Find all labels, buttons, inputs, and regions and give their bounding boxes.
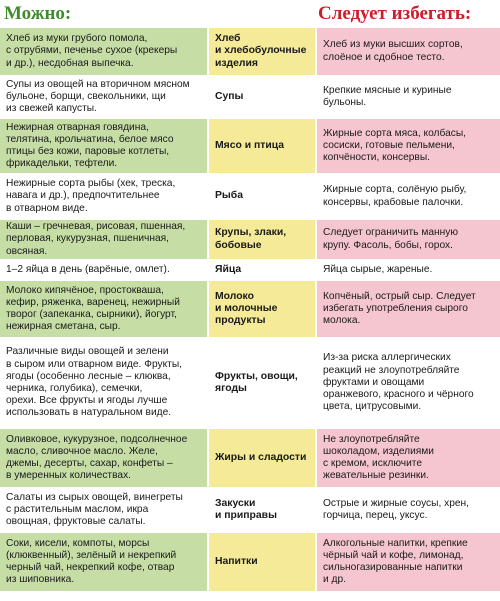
- avoid-cell: Жирные сорта мяса, колбасы, сосиски, гот…: [317, 119, 500, 173]
- allowed-cell: Молоко кипячёное, простокваша, кефир, ря…: [0, 281, 207, 337]
- allowed-cell: Нежирные сорта рыбы (хек, треска, навага…: [0, 175, 207, 218]
- avoid-cell: Из-за риска аллергических реакций не зло…: [317, 339, 500, 427]
- avoid-cell: Копчёный, острый сыр. Следует избегать у…: [317, 281, 500, 337]
- table-row: Супы из овощей на вторичном мясном бульо…: [0, 77, 500, 119]
- allowed-cell: Различные виды овощей и зелени в сыром и…: [0, 339, 207, 427]
- table-row: Салаты из сырых овощей, винегреты с раст…: [0, 489, 500, 533]
- avoid-cell: Яйца сырые, жареные.: [317, 261, 500, 279]
- table-row: Хлеб из муки грубого помола, с отрубями,…: [0, 28, 500, 77]
- category-cell: Супы: [207, 77, 317, 117]
- table-row: Молоко кипячёное, простокваша, кефир, ря…: [0, 281, 500, 339]
- table-row: Каши – гречневая, рисовая, пшенная, перл…: [0, 220, 500, 261]
- category-cell: Фрукты, овощи, ягоды: [207, 339, 317, 427]
- allowed-cell: Супы из овощей на вторичном мясном бульо…: [0, 77, 207, 117]
- table-row: 1–2 яйца в день (варёные, омлет). Яйца Я…: [0, 261, 500, 281]
- avoid-cell: Хлеб из муки высших сортов, слоёное и сд…: [317, 28, 500, 75]
- allowed-cell: Соки, кисели, компоты, морсы (клюквенный…: [0, 533, 207, 591]
- avoid-cell: Следует ограничить манную крупу. Фасоль,…: [317, 220, 500, 259]
- avoid-cell: Жирные сорта, солёную рыбу, консервы, кр…: [317, 175, 500, 218]
- category-cell: Закуски и приправы: [207, 489, 317, 531]
- table-row: Оливковое, кукурузное, подсолнечное масл…: [0, 429, 500, 489]
- allowed-cell: Каши – гречневая, рисовая, пшенная, перл…: [0, 220, 207, 259]
- avoid-cell: Крепкие мясные и куриные бульоны.: [317, 77, 500, 117]
- allowed-cell: Нежирная отварная говядина, телятина, кр…: [0, 119, 207, 173]
- allowed-cell: 1–2 яйца в день (варёные, омлет).: [0, 261, 207, 279]
- category-cell: Мясо и птица: [207, 119, 317, 173]
- category-cell: Напитки: [207, 533, 317, 591]
- category-cell: Крупы, злаки, бобовые: [207, 220, 317, 259]
- category-cell: Молоко и молочные продукты: [207, 281, 317, 337]
- category-cell: Жиры и сладости: [207, 429, 317, 487]
- allowed-cell: Оливковое, кукурузное, подсолнечное масл…: [0, 429, 207, 487]
- table-headers: Можно: Следует избегать:: [0, 0, 500, 28]
- avoid-cell: Острые и жирные соусы, хрен, горчица, пе…: [317, 489, 500, 531]
- category-cell: Яйца: [207, 261, 317, 279]
- avoid-cell: Алкогольные напитки, крепкие чёрный чай …: [317, 533, 500, 591]
- allowed-cell: Хлеб из муки грубого помола, с отрубями,…: [0, 28, 207, 75]
- avoid-heading: Следует избегать:: [318, 3, 472, 24]
- allowed-heading: Можно:: [4, 3, 72, 24]
- allowed-cell: Салаты из сырых овощей, винегреты с раст…: [0, 489, 207, 531]
- table-row: Нежирные сорта рыбы (хек, треска, навага…: [0, 175, 500, 220]
- table-row: Нежирная отварная говядина, телятина, кр…: [0, 119, 500, 175]
- table-row: Соки, кисели, компоты, морсы (клюквенный…: [0, 533, 500, 593]
- category-cell: Хлеб и хлебобулочные изделия: [207, 28, 317, 75]
- avoid-cell: Не злоупотребляйте шоколадом, изделиями …: [317, 429, 500, 487]
- category-cell: Рыба: [207, 175, 317, 218]
- table-body: Хлеб из муки грубого помола, с отрубями,…: [0, 28, 500, 593]
- table-row: Различные виды овощей и зелени в сыром и…: [0, 339, 500, 429]
